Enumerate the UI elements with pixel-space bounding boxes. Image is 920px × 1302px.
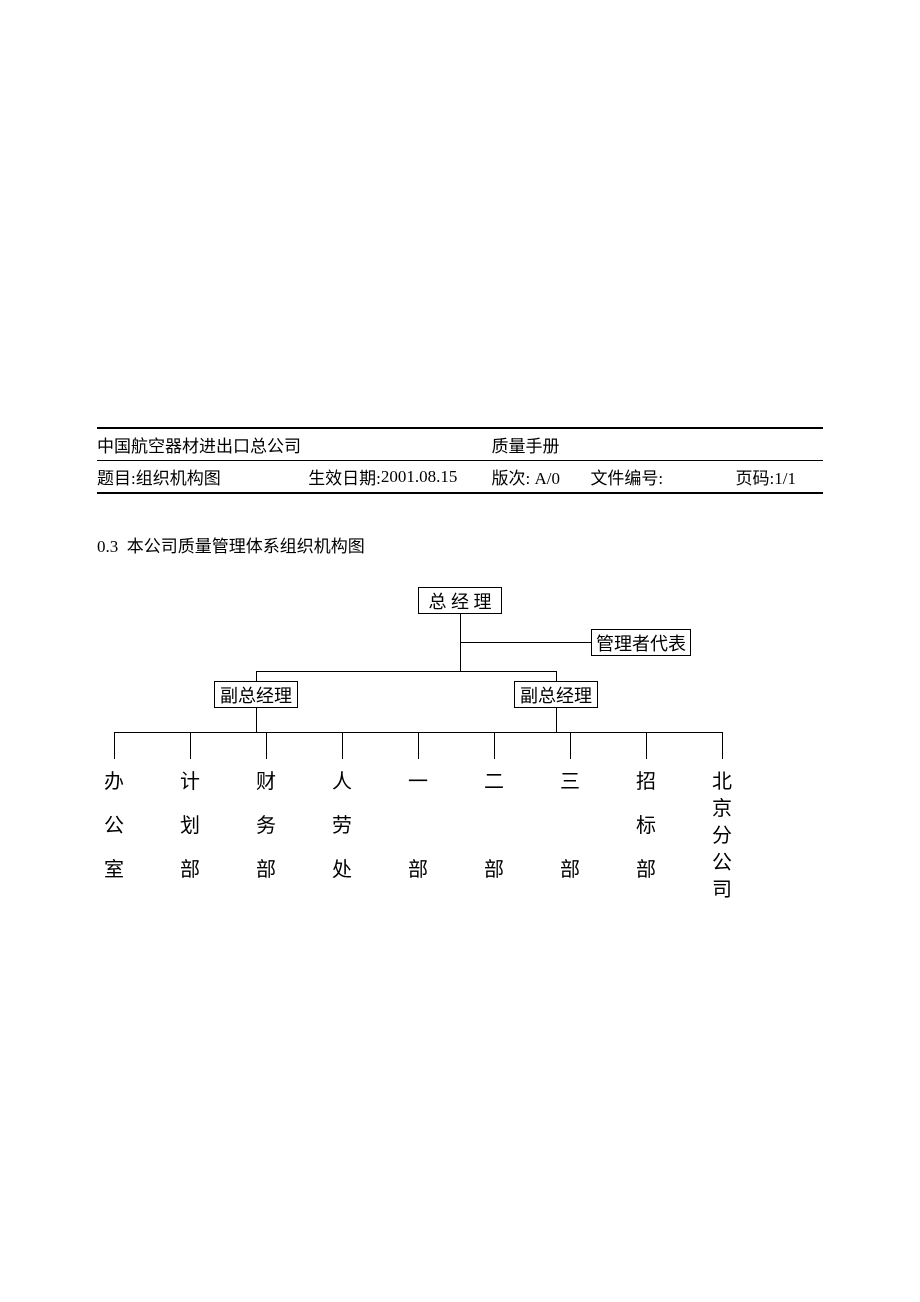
org-chart: 总 经 理管理者代表副总经理副总经理办公室计划部财务部人劳处一 部二 部三 部招… (97, 587, 823, 937)
dept-8: 北京分公司 (709, 772, 735, 900)
connector-line (460, 614, 461, 642)
manual-name: 质量手册 (491, 428, 695, 461)
dept-char: 室 (104, 860, 124, 880)
connector-line (460, 642, 461, 671)
connector-line (266, 732, 267, 759)
dept-char: 三 (560, 772, 580, 816)
page-cell: 页码:1/1 (736, 461, 823, 494)
company-name: 中国航空器材进出口总公司 (97, 428, 491, 461)
dept-char: 部 (484, 860, 504, 880)
version-cell: 版次: A/0 (491, 461, 590, 494)
section-title: 0.3 本公司质量管理体系组织机构图 (97, 532, 823, 557)
dept-char: 司 (712, 880, 732, 900)
section-number: 0.3 (97, 537, 118, 556)
dept-char: 办 (104, 772, 124, 816)
topic-cell: 题目:组织机构图 (97, 461, 276, 494)
dept-char: 分 (712, 826, 732, 853)
dept-char: 计 (180, 772, 200, 816)
connector-line (256, 708, 257, 732)
dept-char: 一 (408, 772, 428, 816)
page-value: 1/1 (774, 469, 796, 488)
topic-value: 组织机构图 (136, 469, 221, 488)
dept-char: 处 (332, 860, 352, 880)
org-node-vgm2: 副总经理 (514, 681, 598, 708)
dept-char: 标 (636, 816, 656, 860)
dept-char: 公 (712, 853, 732, 880)
dept-5: 二 部 (481, 772, 507, 880)
dept-char: 部 (408, 860, 428, 880)
org-node-gm: 总 经 理 (418, 587, 502, 614)
docno-cell: 文件编号: (590, 461, 695, 494)
dept-char: 务 (256, 816, 276, 860)
dept-char: 部 (636, 860, 656, 880)
dept-char: 部 (560, 860, 580, 880)
dept-0: 办公室 (101, 772, 127, 880)
date-label: 生效日期: (276, 461, 381, 494)
connector-line (418, 732, 419, 759)
connector-line (114, 732, 115, 759)
connector-line (646, 732, 647, 759)
dept-3: 人劳处 (329, 772, 355, 880)
connector-line (556, 671, 557, 681)
topic-label: 题目: (97, 469, 136, 488)
dept-char: 部 (180, 860, 200, 880)
connector-line (460, 642, 591, 643)
dept-char: 劳 (332, 816, 352, 860)
org-node-rep: 管理者代表 (591, 629, 691, 656)
dept-char (568, 816, 573, 860)
page-label: 页码: (736, 469, 775, 488)
date-value: 2001.08.15 (381, 461, 492, 494)
dept-char: 招 (636, 772, 656, 816)
dept-7: 招标部 (633, 772, 659, 880)
dept-2: 财务部 (253, 772, 279, 880)
version-label: 版次: (491, 469, 530, 488)
dept-6: 三 部 (557, 772, 583, 880)
connector-line (342, 732, 343, 759)
dept-char: 北 (712, 772, 732, 799)
dept-1: 计划部 (177, 772, 203, 880)
dept-char: 人 (332, 772, 352, 816)
dept-char: 二 (484, 772, 504, 816)
connector-line (556, 708, 557, 732)
section-heading: 本公司质量管理体系组织机构图 (127, 537, 365, 556)
connector-line (256, 671, 257, 681)
version-value: A/0 (534, 469, 560, 488)
dept-char: 划 (180, 816, 200, 860)
dept-char: 京 (712, 799, 732, 826)
connector-line (494, 732, 495, 759)
org-node-vgm1: 副总经理 (214, 681, 298, 708)
dept-char: 部 (256, 860, 276, 880)
connector-line (190, 732, 191, 759)
connector-line (722, 732, 723, 759)
dept-char: 公 (104, 816, 124, 860)
connector-line (570, 732, 571, 759)
dept-char: 财 (256, 772, 276, 816)
docno-label: 文件编号: (590, 469, 663, 488)
dept-char (492, 816, 497, 860)
connector-line (256, 671, 556, 672)
header-table: 中国航空器材进出口总公司 质量手册 题目:组织机构图 生效日期: 2001.08… (97, 427, 823, 494)
dept-char (416, 816, 421, 860)
dept-4: 一 部 (405, 772, 431, 880)
